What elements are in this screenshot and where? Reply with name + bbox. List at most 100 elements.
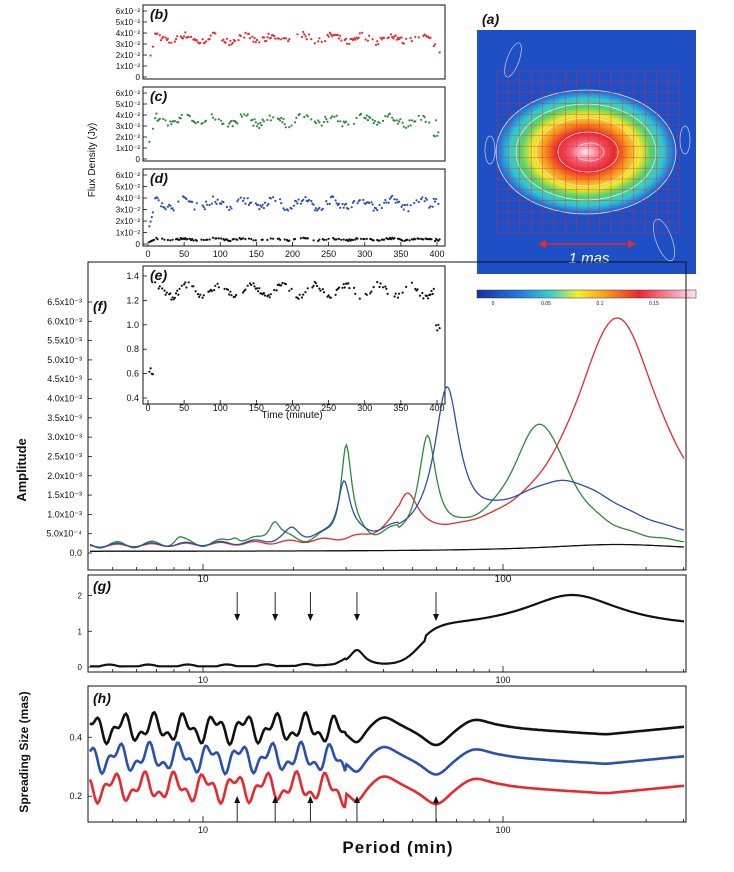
red-point <box>248 37 252 40</box>
blue-point <box>378 203 381 207</box>
panel-e: (e) 1.4 1.2 1.0 0.8 0.6 0.4 0 50 100 150 200 250 300… <box>126 265 446 421</box>
ytick-label: 3x10⁻² <box>116 122 141 131</box>
blue-point <box>246 197 249 200</box>
red-point <box>266 36 269 39</box>
green-point <box>290 124 293 127</box>
black-point <box>269 237 272 240</box>
xtick-label: 150 <box>249 249 264 259</box>
ratio-point <box>180 284 183 287</box>
ytick-label: 0.0 <box>69 548 82 558</box>
ratio-point <box>158 285 161 288</box>
red-point <box>339 34 342 37</box>
green-point <box>414 120 417 123</box>
ratio-point <box>298 293 301 296</box>
ytick-label: 1x10⁻² <box>116 229 141 238</box>
panel-b-label: (b) <box>150 6 168 22</box>
green-point <box>365 114 368 117</box>
green-point <box>423 116 426 119</box>
period-arrowhead <box>307 796 314 803</box>
red-point <box>251 35 254 38</box>
black-point <box>378 239 381 242</box>
ytick-label: 6x10⁻² <box>116 171 141 180</box>
panel-d-frame <box>142 168 446 247</box>
green-point <box>373 119 376 123</box>
ratio-point <box>199 293 202 296</box>
blue-size-line <box>88 740 685 776</box>
period-arrowhead <box>272 796 279 803</box>
red-point <box>310 38 313 41</box>
ytick-label: 3x10⁻² <box>116 40 141 49</box>
ytick-label: 2.0x10⁻³ <box>47 471 82 481</box>
ratio-point <box>372 286 375 289</box>
ratio-point <box>316 284 319 288</box>
red-point <box>151 45 154 48</box>
red-point <box>374 43 378 47</box>
green-point <box>402 125 405 128</box>
ratio-point <box>418 294 421 297</box>
black-point <box>422 238 425 241</box>
ratio-point <box>230 294 233 297</box>
green-point <box>154 117 157 120</box>
red-point <box>258 41 261 44</box>
black-point <box>417 237 420 240</box>
blue-point <box>214 200 217 203</box>
green-point <box>395 119 398 122</box>
blue-point <box>263 201 267 204</box>
xtick-label: 10 <box>198 825 208 835</box>
ytick-label: 4.5x10⁻³ <box>47 374 82 384</box>
light-curve-xticks: 0 50 100 150 200 250 300 350 400 <box>145 242 445 259</box>
xtick-label: 10 <box>198 675 208 685</box>
red-point <box>344 37 348 40</box>
green-point <box>341 125 344 128</box>
ratio-point <box>257 290 260 293</box>
ratio-point <box>268 296 271 299</box>
panel-h: (h) 0.4 0.2 10 100 Spreading Size (mas) Per… <box>17 685 687 857</box>
blue-point <box>341 202 344 206</box>
ytick-label: 5x10⁻² <box>116 18 141 27</box>
ratio-point <box>416 288 419 291</box>
blue-point <box>148 225 151 228</box>
ratio-point <box>255 287 259 290</box>
ratio-point <box>369 292 372 295</box>
blue-point <box>409 204 412 207</box>
red-point <box>233 40 237 43</box>
blue-point <box>415 199 418 202</box>
xtick-label: 100 <box>495 825 510 835</box>
blue-point <box>356 202 359 205</box>
green-point <box>344 120 348 123</box>
red-point <box>395 38 398 41</box>
green-point <box>179 117 182 120</box>
blue-point <box>171 207 174 210</box>
ratio-point <box>381 286 385 289</box>
blue-point <box>236 200 239 203</box>
green-point <box>201 122 204 125</box>
ytick-label: 5.0x10⁻³ <box>47 355 82 365</box>
ytick-label: 0 <box>136 155 141 164</box>
blue-point <box>402 208 405 211</box>
black-point <box>156 238 159 241</box>
black-point <box>438 238 441 241</box>
red-point <box>377 43 380 46</box>
black-point <box>318 238 321 241</box>
blue-point <box>163 206 166 209</box>
black-point <box>359 237 363 240</box>
red-point <box>187 35 190 38</box>
ytick-label: 2x10⁻² <box>116 217 141 226</box>
ratio-point <box>426 297 430 300</box>
panel-f-label: (f) <box>93 298 107 314</box>
red-point <box>181 37 185 40</box>
period-arrowhead <box>353 614 360 621</box>
green-point <box>148 140 151 143</box>
blue-point <box>242 199 245 202</box>
ratio-point <box>306 287 309 290</box>
green-point <box>283 123 286 126</box>
green-point <box>355 116 358 119</box>
red-point <box>336 33 339 37</box>
green-point <box>435 119 438 122</box>
amplitude-ylabel: Amplitude <box>14 438 29 502</box>
green-point <box>298 112 301 116</box>
black-point <box>342 238 345 241</box>
ratio-point <box>304 291 307 294</box>
blue-point <box>296 202 299 205</box>
